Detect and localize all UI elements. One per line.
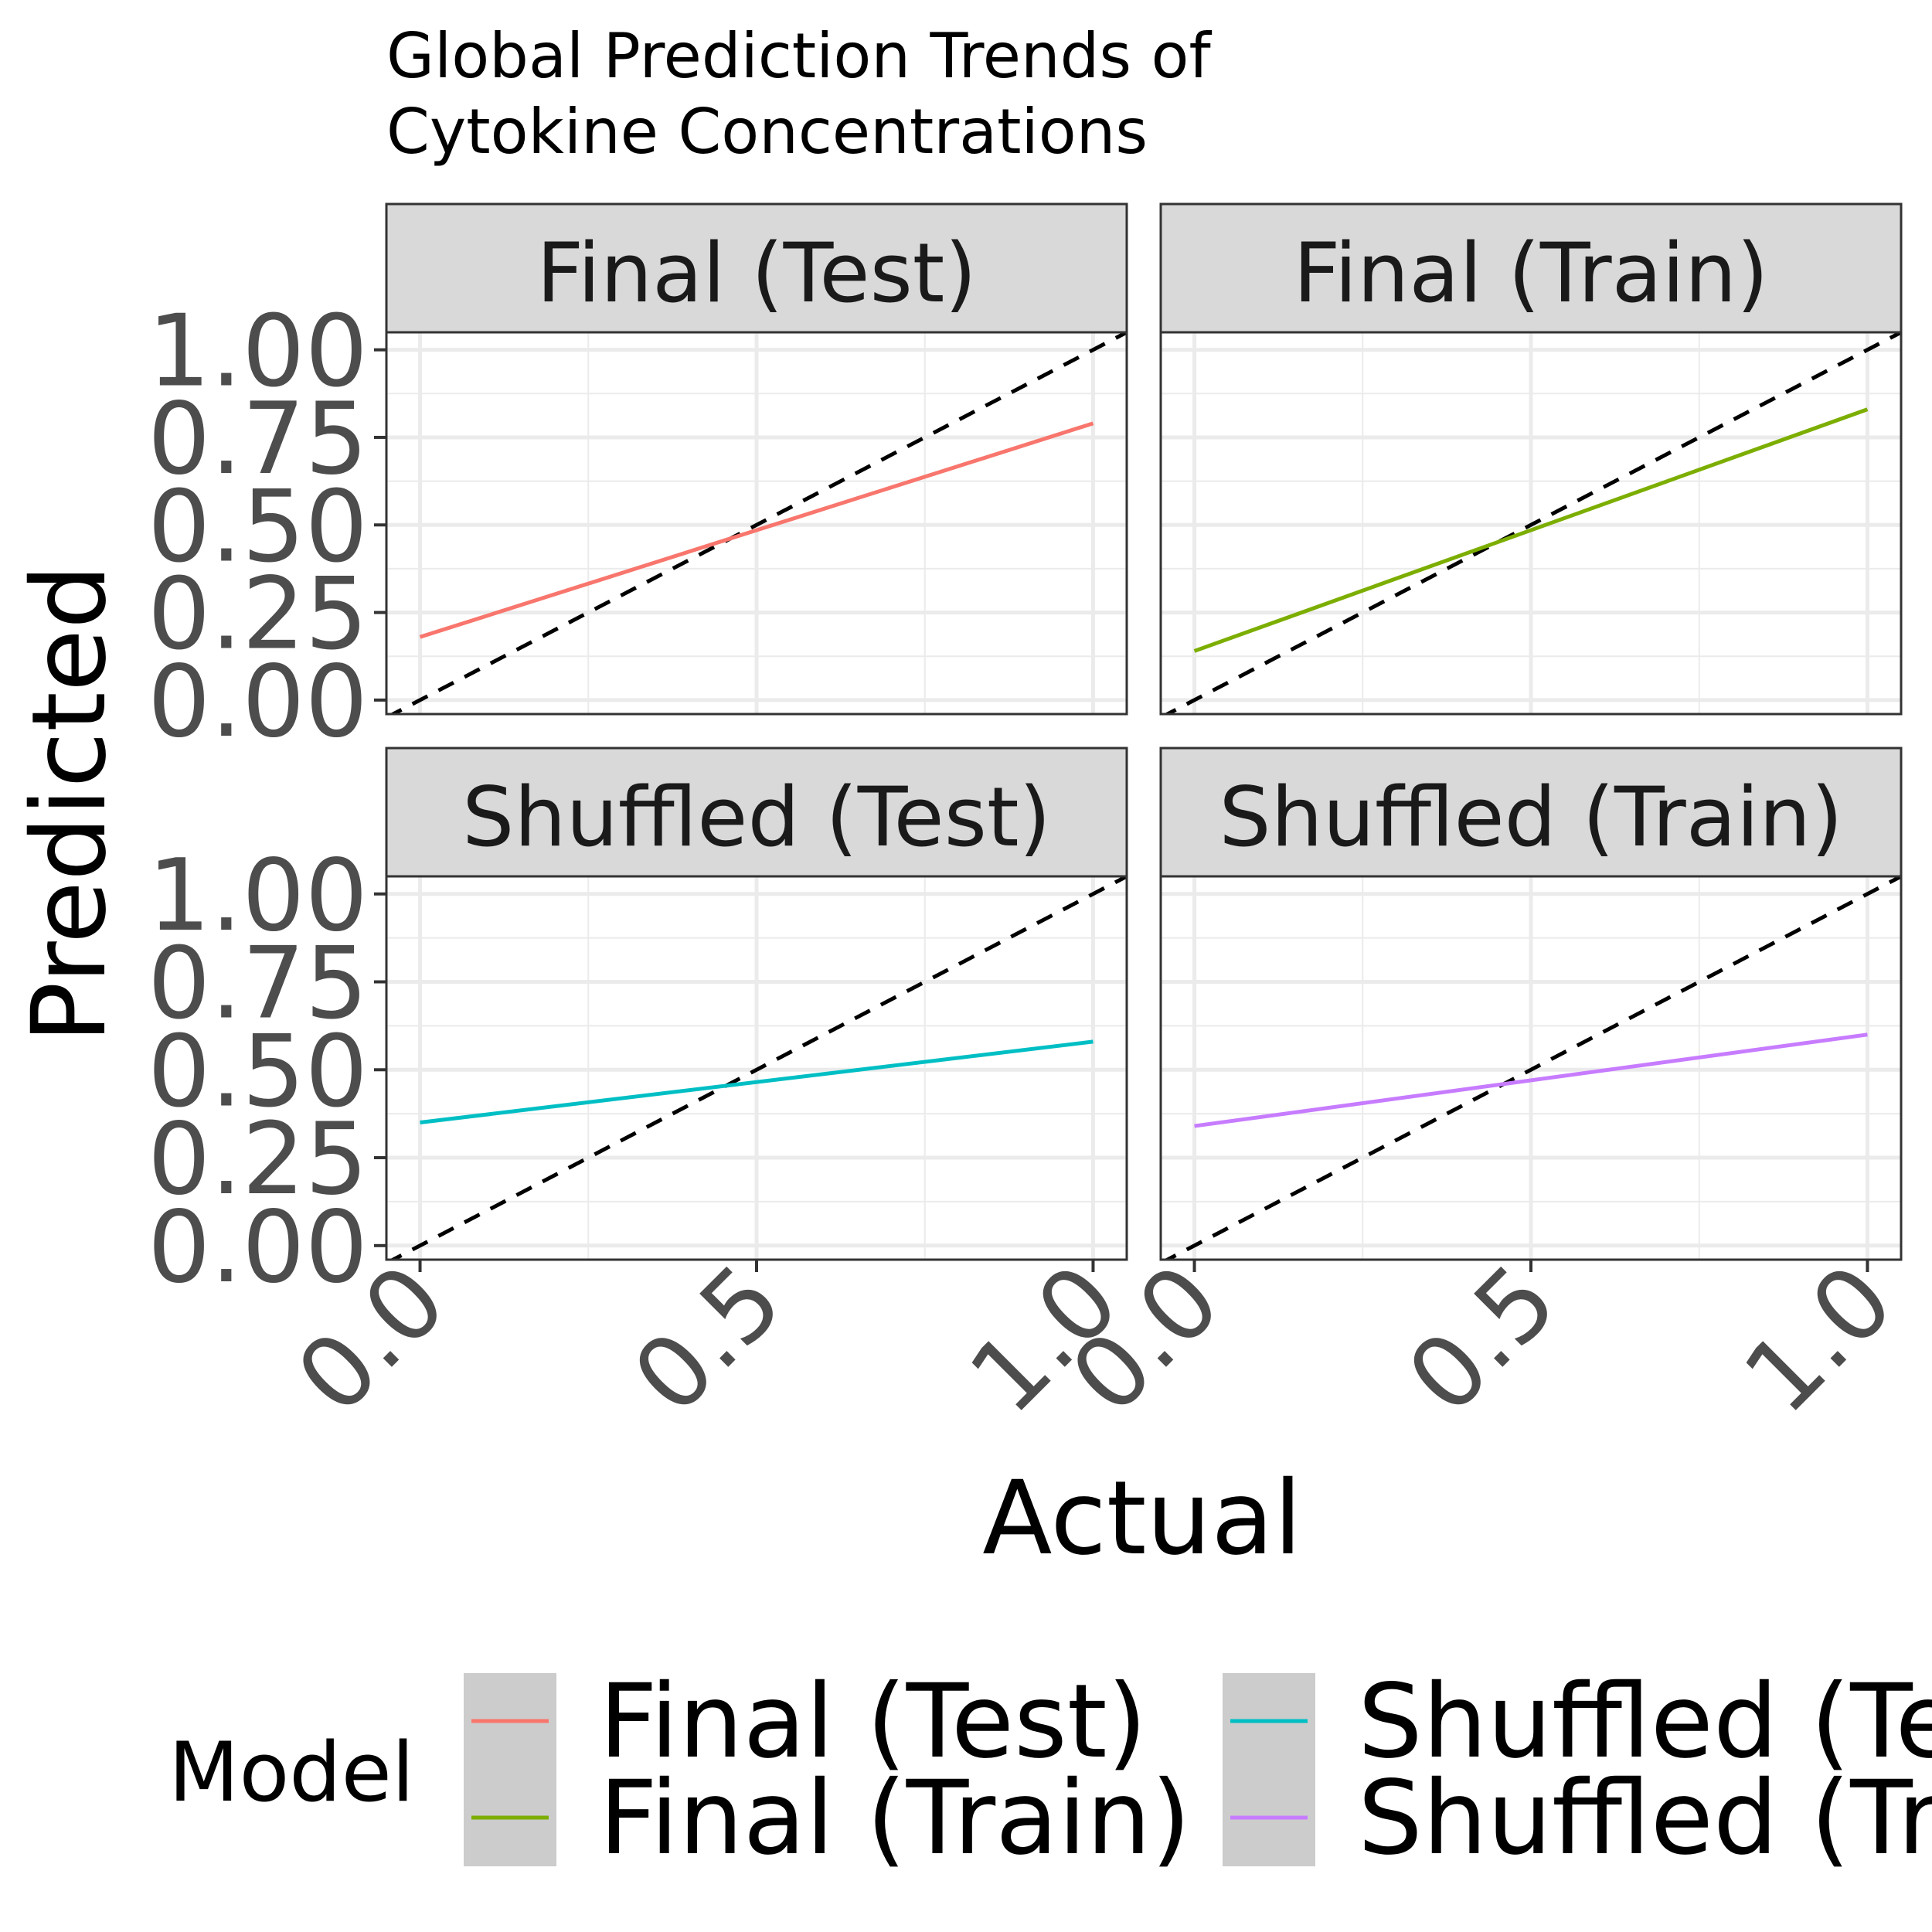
panel-final-train: Final (Train) — [1159, 202, 1903, 716]
x-tick-label: 0.5 — [1386, 1243, 1579, 1436]
strip-label: Shuffled (Test) — [462, 770, 1051, 865]
legend-entry-final-test: Final (Test) — [464, 1662, 1147, 1781]
strip-label: Final (Train) — [1293, 226, 1768, 321]
y-tick-label: 1.00 — [148, 838, 368, 954]
reference-line — [389, 876, 1127, 1260]
y-tick-label: 0.00 — [148, 1190, 368, 1305]
y-tick-label: 0.25 — [148, 1102, 368, 1217]
reference-line — [1163, 332, 1901, 714]
legend-entry-final-train: Final (Train) — [464, 1759, 1191, 1878]
legend-label: Final (Test) — [599, 1662, 1147, 1781]
series-line-shuffled-train — [1194, 1032, 1868, 1128]
y-tick-label: 0.50 — [148, 469, 368, 584]
legend-entry-shuffled-train: Shuffled (Train) — [1223, 1759, 1932, 1878]
y-tick-label: 0.25 — [148, 557, 368, 672]
y-tick-label: 0.00 — [148, 645, 368, 760]
legend-label: Shuffled (Test) — [1358, 1662, 1932, 1781]
y-tick-label: 0.75 — [148, 927, 368, 1042]
panel-border — [385, 331, 1128, 716]
strip-background — [385, 202, 1128, 334]
chart-title-line-2: Cytokine Concentrations — [386, 96, 1148, 168]
x-tick-label: 0.5 — [612, 1243, 804, 1436]
strip-label: Shuffled (Train) — [1219, 770, 1842, 865]
y-tick-label: 0.50 — [148, 1014, 368, 1129]
y-axis-title: Predicted — [10, 564, 129, 1043]
series-line-shuffled-test — [420, 1039, 1094, 1125]
strip-background — [1159, 202, 1903, 334]
panel-border — [1159, 331, 1903, 716]
strip-label: Final (Test) — [536, 226, 976, 321]
legend-label: Final (Train) — [599, 1759, 1191, 1878]
panel-shuffled-train: Shuffled (Train)0.0 0.5 1.0 — [1049, 747, 1915, 1436]
series-line-final-train — [1193, 407, 1869, 653]
series-line-final-test — [419, 421, 1094, 639]
y-tick-label: 0.75 — [148, 382, 368, 497]
strip-background — [385, 747, 1128, 878]
y-tick-label: 1.00 — [148, 294, 368, 410]
panel-final-test: Final (Test) 0.000.250.500.751.00 — [148, 202, 1128, 760]
legend-label: Shuffled (Train) — [1358, 1759, 1932, 1878]
panel-shuffled-test: Shuffled (Test)0.000.250.500.751.000.0 0.… — [148, 747, 1141, 1436]
x-tick-label: 1.0 — [1723, 1243, 1915, 1436]
chart-title-line-1: Global Prediction Trends of — [386, 20, 1212, 92]
reference-line — [1163, 876, 1901, 1260]
x-axis-title: Actual — [982, 1459, 1302, 1578]
legend: Model Final (Test)Final (Train) Shuffled … — [168, 1662, 1932, 1878]
reference-line — [389, 332, 1127, 714]
legend-entry-shuffled-test: Shuffled (Test) — [1223, 1662, 1932, 1781]
legend-title: Model — [168, 1725, 414, 1820]
